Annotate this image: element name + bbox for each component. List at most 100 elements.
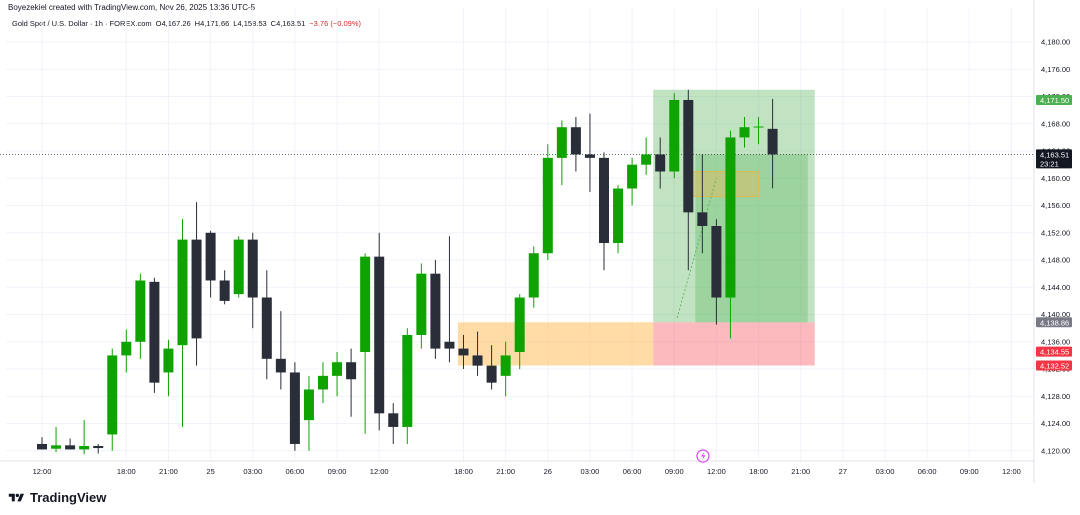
legend-open: O4,167.26 <box>155 19 191 28</box>
price-tick-label: 4,180.00 <box>1041 38 1070 47</box>
legend-high: H4,171.66 <box>194 19 230 28</box>
candle-bear <box>261 270 272 380</box>
candle-bull <box>669 93 680 179</box>
candle-bull <box>107 348 118 451</box>
candle-bull <box>416 263 427 349</box>
candle-bull <box>177 219 188 427</box>
candle-body <box>739 127 750 138</box>
candle-bear <box>584 113 595 192</box>
grid-lines <box>6 8 1034 461</box>
event-icon-bolt <box>701 451 706 461</box>
candle-body <box>767 128 778 155</box>
candle-body <box>318 375 328 390</box>
time-tick-label: 09:00 <box>328 467 347 476</box>
candle-bull <box>739 116 750 148</box>
candle-bear <box>219 270 230 305</box>
time-tick-label: 06:00 <box>623 467 642 476</box>
tradingview-brand: TradingView <box>30 490 107 505</box>
candle-bull <box>51 426 62 453</box>
candle-bear <box>247 232 258 329</box>
candle-body <box>205 232 216 281</box>
candle-bull <box>725 130 736 339</box>
price-tick-label: 4,148.00 <box>1041 256 1070 265</box>
candle-body <box>261 297 272 359</box>
candle-bear <box>472 331 483 376</box>
candle-body <box>542 157 553 254</box>
candle-body <box>444 341 455 349</box>
candle-body <box>37 443 47 450</box>
candle-body <box>697 212 708 226</box>
time-tick-label: 06:00 <box>918 467 937 476</box>
candle-body <box>191 239 202 339</box>
candle-bear <box>767 98 778 189</box>
candle-body <box>135 280 146 342</box>
candle-body <box>655 154 666 172</box>
price-tag-label: 4,163.51 <box>1040 150 1069 159</box>
candle-body <box>641 154 652 165</box>
candle-body <box>711 225 722 298</box>
candle-body <box>514 297 525 353</box>
candle-bear <box>683 89 694 271</box>
candle-body <box>346 362 357 380</box>
legend-low: L4,158.53 <box>233 19 267 28</box>
candle-bull <box>121 329 132 373</box>
candle-body <box>65 445 76 450</box>
candle-bear <box>388 403 399 444</box>
candle-body <box>303 389 314 421</box>
candle-body <box>486 365 497 383</box>
candle-bear <box>711 219 722 325</box>
candle-bear <box>444 236 455 363</box>
candle-bear <box>37 437 47 450</box>
price-tick-label: 4,168.00 <box>1041 119 1070 128</box>
time-tick-label: 18:00 <box>749 467 768 476</box>
candle-bear <box>65 438 76 450</box>
candle-body <box>51 445 62 449</box>
candle-body <box>458 348 469 356</box>
price-tick-label: 4,128.00 <box>1041 392 1070 401</box>
candle-body <box>163 348 174 373</box>
symbol-name[interactable]: Gold Spot / U.S. Dollar · 1h · FOREX.com <box>12 19 152 28</box>
time-tick-label: 03:00 <box>581 467 600 476</box>
candle-bull <box>318 362 328 404</box>
time-tick-label: 09:00 <box>960 467 979 476</box>
candle-body <box>416 273 427 335</box>
price-tick-label: 4,136.00 <box>1041 337 1070 346</box>
event-lightning-icon[interactable] <box>696 449 710 463</box>
candle-body <box>121 341 132 356</box>
candle-body <box>402 334 413 427</box>
candle-bull <box>514 294 525 370</box>
price-tag-label: 4,132.52 <box>1040 361 1069 370</box>
candle-bear <box>93 443 104 454</box>
candle-bull <box>613 185 624 254</box>
candle-body <box>177 239 188 346</box>
candle-bull <box>753 116 764 145</box>
candle-body <box>360 256 371 353</box>
tradingview-footer: TradingView <box>8 490 106 505</box>
candle-bull <box>500 341 511 397</box>
candle-body <box>149 281 160 383</box>
price-tag-bg <box>1036 317 1072 328</box>
candle-body <box>500 355 511 376</box>
time-tick-label: 27 <box>839 467 847 476</box>
candle-bear <box>655 137 666 189</box>
candle-bear <box>697 154 708 254</box>
time-tick-label: 09:00 <box>665 467 684 476</box>
candle-body <box>627 164 638 189</box>
candle-body <box>430 273 441 349</box>
time-tick-label: 06:00 <box>286 467 305 476</box>
time-tick-label: 21:00 <box>496 467 515 476</box>
price-tag-label: 4,138.86 <box>1040 318 1069 327</box>
candle-body <box>669 99 680 172</box>
symbol-legend: Gold Spot / U.S. Dollar · 1h · FOREX.com… <box>12 19 361 28</box>
price-tag-bg <box>1036 360 1072 371</box>
price-tag: 4,134.55 <box>1036 346 1072 357</box>
time-tick-label: 21:00 <box>791 467 810 476</box>
candle-bear <box>570 116 581 172</box>
attribution-text: Boyezekiel created with TradingView.com,… <box>8 3 256 12</box>
candle-bear <box>275 311 286 390</box>
candle-bull <box>641 137 652 175</box>
candle-body <box>599 157 609 244</box>
price-tag-label: 4,134.55 <box>1040 348 1069 357</box>
candle-body <box>570 127 581 155</box>
